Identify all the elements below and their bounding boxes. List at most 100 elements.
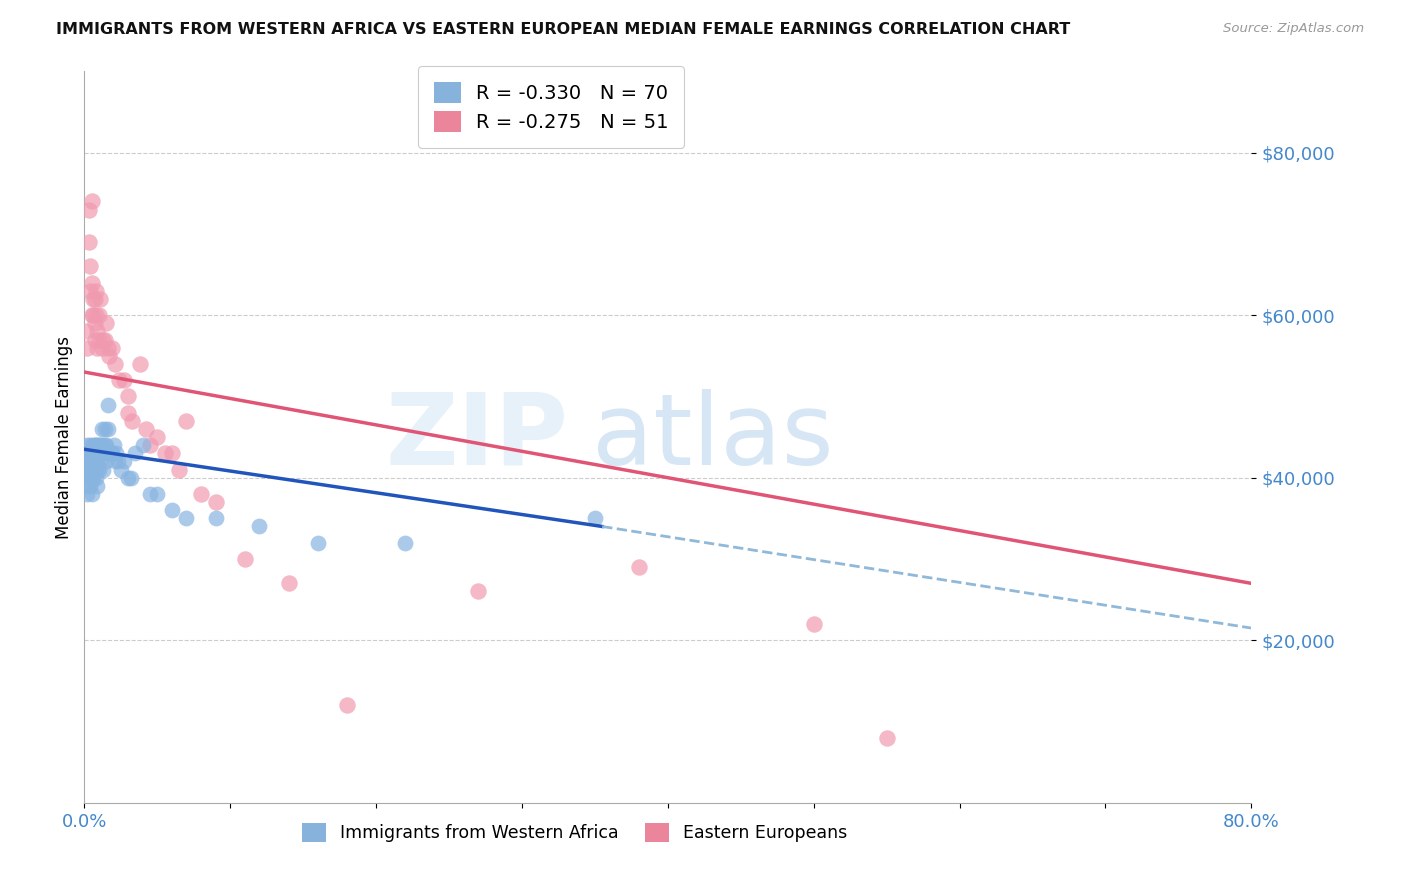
- Point: [204, 495, 226, 509]
- Point: [103, 438, 125, 452]
- Point: [120, 471, 142, 485]
- Point: [79, 479, 101, 493]
- Point: [86, 341, 108, 355]
- Point: [87, 333, 110, 347]
- Text: Source: ZipAtlas.com: Source: ZipAtlas.com: [1223, 22, 1364, 36]
- Point: [87, 438, 110, 452]
- Point: [277, 576, 299, 591]
- Point: [79, 454, 101, 468]
- Point: [394, 535, 416, 549]
- Point: [204, 511, 226, 525]
- Point: [87, 446, 110, 460]
- Point: [104, 357, 127, 371]
- Y-axis label: Median Female Earnings: Median Female Earnings: [55, 335, 73, 539]
- Point: [83, 333, 105, 347]
- Point: [128, 357, 150, 371]
- Point: [176, 511, 198, 525]
- Point: [94, 333, 117, 347]
- Point: [77, 462, 100, 476]
- Point: [90, 341, 112, 355]
- Point: [76, 487, 98, 501]
- Point: [79, 284, 101, 298]
- Point: [83, 446, 105, 460]
- Point: [84, 454, 107, 468]
- Point: [307, 535, 329, 549]
- Point: [117, 406, 139, 420]
- Point: [146, 487, 169, 501]
- Point: [117, 389, 139, 403]
- Point: [79, 462, 101, 476]
- Point: [336, 698, 359, 713]
- Legend: Immigrants from Western Africa, Eastern Europeans: Immigrants from Western Africa, Eastern …: [295, 816, 853, 849]
- Point: [86, 325, 108, 339]
- Point: [467, 584, 489, 599]
- Point: [82, 446, 104, 460]
- Point: [86, 446, 108, 460]
- Point: [80, 194, 103, 209]
- Point: [84, 308, 107, 322]
- Point: [75, 325, 97, 339]
- Point: [107, 454, 129, 468]
- Point: [110, 462, 132, 476]
- Point: [77, 471, 100, 485]
- Point: [160, 446, 183, 460]
- Point: [153, 446, 176, 460]
- Point: [101, 341, 124, 355]
- Point: [101, 446, 124, 460]
- Point: [176, 414, 198, 428]
- Point: [84, 471, 107, 485]
- Point: [627, 560, 650, 574]
- Point: [100, 446, 122, 460]
- Point: [80, 454, 103, 468]
- Point: [87, 308, 110, 322]
- Point: [77, 446, 100, 460]
- Point: [82, 471, 104, 485]
- Point: [91, 462, 114, 476]
- Point: [83, 438, 105, 452]
- Point: [86, 462, 108, 476]
- Point: [83, 462, 105, 476]
- Point: [160, 503, 183, 517]
- Point: [82, 462, 104, 476]
- Point: [139, 487, 162, 501]
- Point: [583, 511, 606, 525]
- Point: [98, 446, 121, 460]
- Point: [112, 373, 135, 387]
- Point: [90, 438, 112, 452]
- Point: [76, 471, 98, 485]
- Point: [121, 414, 143, 428]
- Point: [80, 471, 103, 485]
- Point: [75, 462, 97, 476]
- Point: [91, 333, 114, 347]
- Point: [89, 292, 111, 306]
- Point: [84, 438, 107, 452]
- Point: [233, 552, 256, 566]
- Point: [77, 202, 100, 217]
- Point: [86, 479, 108, 493]
- Point: [94, 438, 117, 452]
- Point: [77, 479, 100, 493]
- Point: [96, 454, 118, 468]
- Point: [75, 446, 97, 460]
- Point: [167, 462, 190, 476]
- Point: [97, 341, 120, 355]
- Point: [82, 438, 104, 452]
- Point: [97, 422, 120, 436]
- Point: [87, 462, 110, 476]
- Point: [80, 487, 103, 501]
- Point: [96, 438, 118, 452]
- Point: [89, 438, 111, 452]
- Point: [89, 454, 111, 468]
- Point: [117, 471, 139, 485]
- Point: [105, 446, 128, 460]
- Point: [132, 438, 155, 452]
- Point: [190, 487, 212, 501]
- Point: [112, 454, 135, 468]
- Point: [97, 398, 120, 412]
- Point: [79, 260, 101, 274]
- Point: [82, 308, 104, 322]
- Point: [77, 235, 100, 249]
- Point: [803, 617, 825, 632]
- Point: [90, 422, 112, 436]
- Point: [124, 446, 146, 460]
